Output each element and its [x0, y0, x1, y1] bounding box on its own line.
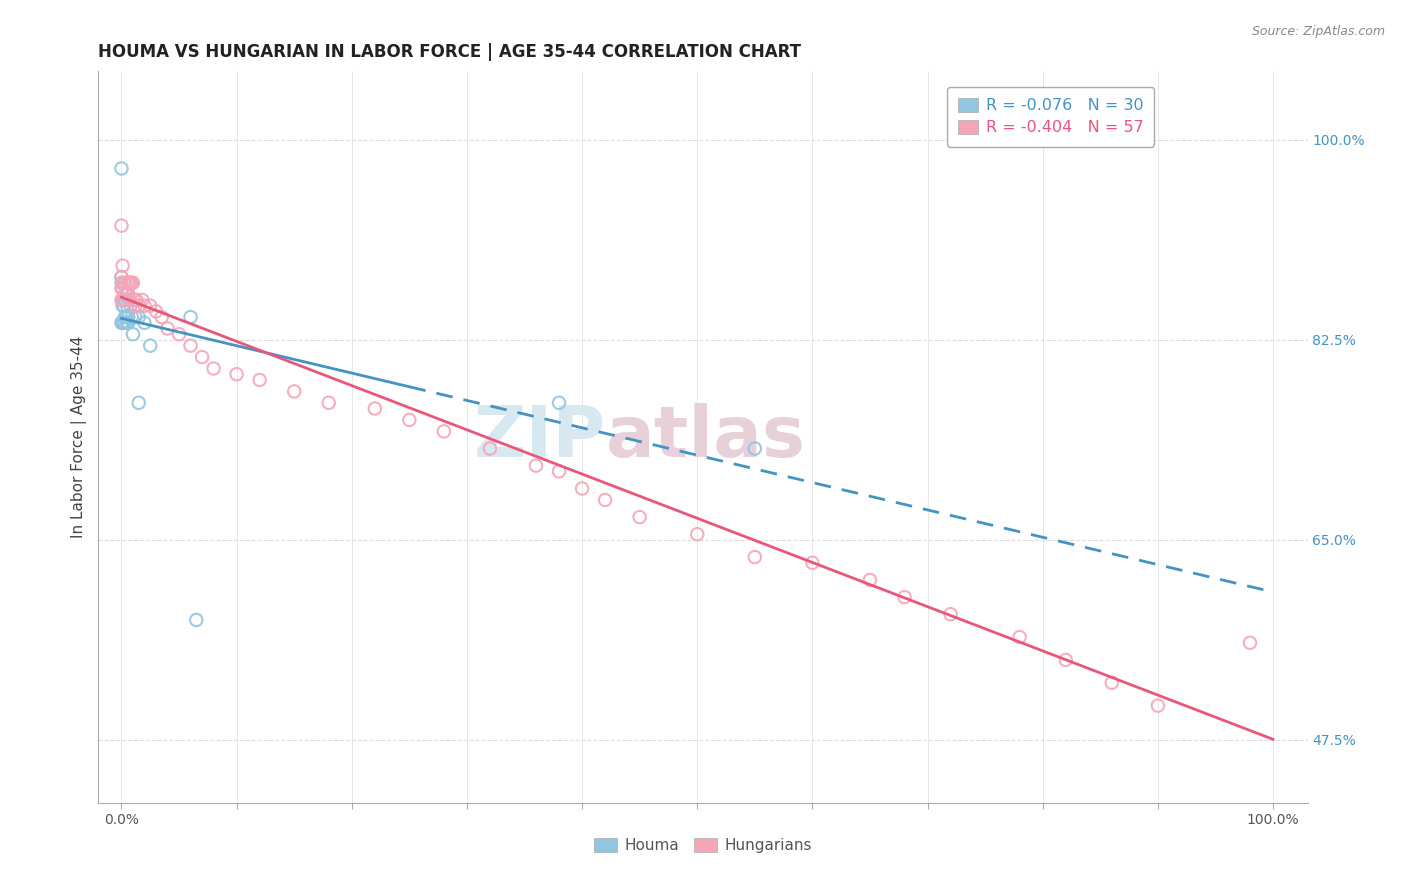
Point — [1147, 698, 1170, 713]
Point — [145, 304, 167, 318]
Point — [191, 350, 214, 364]
Point — [111, 316, 134, 330]
Point — [112, 276, 135, 290]
Point — [110, 276, 132, 290]
Point — [249, 373, 271, 387]
Point — [139, 299, 162, 313]
Point — [117, 287, 139, 301]
Point — [118, 276, 141, 290]
Point — [801, 556, 824, 570]
Point — [122, 327, 145, 342]
Point — [283, 384, 305, 399]
Point — [318, 396, 340, 410]
Point — [114, 287, 136, 301]
Point — [122, 276, 145, 290]
Point — [115, 310, 138, 324]
Point — [1054, 653, 1077, 667]
Point — [122, 293, 145, 307]
Point — [686, 527, 709, 541]
Text: HOUMA VS HUNGARIAN IN LABOR FORCE | AGE 35-44 CORRELATION CHART: HOUMA VS HUNGARIAN IN LABOR FORCE | AGE … — [98, 44, 801, 62]
Point — [744, 442, 766, 456]
Point — [111, 293, 134, 307]
Point — [110, 270, 132, 285]
Point — [120, 299, 142, 313]
Point — [115, 287, 138, 301]
Point — [628, 510, 651, 524]
Point — [111, 259, 134, 273]
Text: ZIP: ZIP — [474, 402, 606, 472]
Point — [1239, 636, 1261, 650]
Text: atlas: atlas — [606, 402, 806, 472]
Point — [128, 396, 150, 410]
Point — [128, 299, 150, 313]
Point — [117, 316, 139, 330]
Point — [111, 281, 134, 295]
Point — [202, 361, 225, 376]
Point — [139, 339, 162, 353]
Point — [859, 573, 882, 587]
Point — [120, 276, 142, 290]
Point — [478, 442, 501, 456]
Point — [150, 310, 173, 324]
Point — [524, 458, 547, 473]
Y-axis label: In Labor Force | Age 35-44: In Labor Force | Age 35-44 — [72, 336, 87, 538]
Point — [125, 293, 148, 307]
Point — [744, 550, 766, 565]
Point — [110, 293, 132, 307]
Point — [433, 425, 456, 439]
Point — [111, 299, 134, 313]
Point — [121, 310, 143, 324]
Point — [117, 276, 139, 290]
Point — [112, 316, 135, 330]
Point — [124, 299, 146, 313]
Point — [571, 482, 593, 496]
Point — [134, 316, 156, 330]
Point — [115, 287, 138, 301]
Point — [118, 293, 141, 307]
Point — [121, 276, 143, 290]
Point — [180, 339, 202, 353]
Point — [115, 276, 138, 290]
Point — [167, 327, 190, 342]
Point — [112, 299, 135, 313]
Point — [398, 413, 420, 427]
Point — [114, 310, 136, 324]
Point — [115, 299, 138, 313]
Point — [156, 321, 179, 335]
Legend: Houma, Hungarians: Houma, Hungarians — [586, 830, 820, 861]
Point — [115, 316, 138, 330]
Point — [114, 293, 136, 307]
Point — [114, 276, 136, 290]
Point — [939, 607, 962, 622]
Point — [548, 396, 571, 410]
Point — [128, 310, 150, 324]
Point — [110, 281, 132, 295]
Point — [1008, 630, 1031, 644]
Point — [1101, 675, 1123, 690]
Text: Source: ZipAtlas.com: Source: ZipAtlas.com — [1251, 25, 1385, 38]
Point — [186, 613, 208, 627]
Point — [114, 316, 136, 330]
Point — [117, 310, 139, 324]
Point — [180, 310, 202, 324]
Point — [110, 161, 132, 176]
Point — [110, 316, 132, 330]
Point — [593, 492, 616, 507]
Point — [364, 401, 387, 416]
Point — [112, 293, 135, 307]
Point — [124, 310, 146, 324]
Point — [110, 219, 132, 233]
Point — [134, 299, 156, 313]
Point — [131, 293, 153, 307]
Point — [225, 368, 247, 382]
Point — [548, 464, 571, 478]
Point — [110, 270, 132, 285]
Point — [893, 590, 915, 604]
